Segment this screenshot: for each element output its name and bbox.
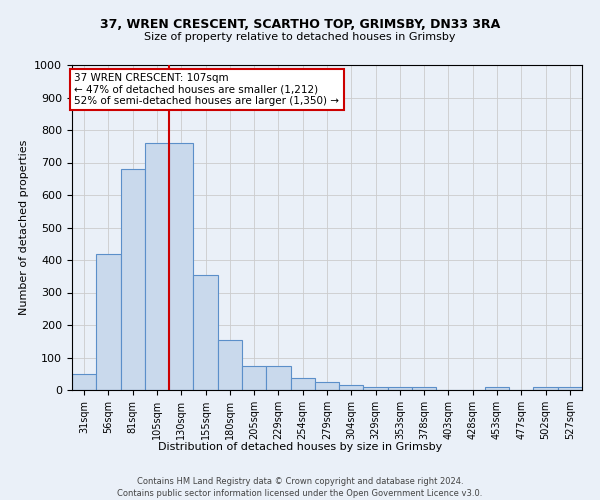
Text: Distribution of detached houses by size in Grimsby: Distribution of detached houses by size …	[158, 442, 442, 452]
Bar	[558, 388, 582, 390]
Bar	[412, 387, 436, 390]
Bar	[533, 388, 558, 390]
Bar	[290, 378, 315, 390]
Bar	[169, 143, 193, 390]
Text: Contains HM Land Registry data © Crown copyright and database right 2024.: Contains HM Land Registry data © Crown c…	[137, 478, 463, 486]
Bar	[145, 143, 169, 390]
Bar	[266, 366, 290, 390]
Bar	[364, 387, 388, 390]
Bar	[193, 274, 218, 390]
Text: Size of property relative to detached houses in Grimsby: Size of property relative to detached ho…	[144, 32, 456, 42]
Text: 37 WREN CRESCENT: 107sqm
← 47% of detached houses are smaller (1,212)
52% of sem: 37 WREN CRESCENT: 107sqm ← 47% of detach…	[74, 73, 340, 106]
Bar	[96, 254, 121, 390]
Bar	[218, 340, 242, 390]
Bar	[315, 382, 339, 390]
Bar	[485, 388, 509, 390]
Text: 37, WREN CRESCENT, SCARTHO TOP, GRIMSBY, DN33 3RA: 37, WREN CRESCENT, SCARTHO TOP, GRIMSBY,…	[100, 18, 500, 30]
Y-axis label: Number of detached properties: Number of detached properties	[19, 140, 29, 315]
Bar	[121, 169, 145, 390]
Bar	[388, 387, 412, 390]
Text: Contains public sector information licensed under the Open Government Licence v3: Contains public sector information licen…	[118, 489, 482, 498]
Bar	[72, 374, 96, 390]
Bar	[242, 366, 266, 390]
Bar	[339, 385, 364, 390]
